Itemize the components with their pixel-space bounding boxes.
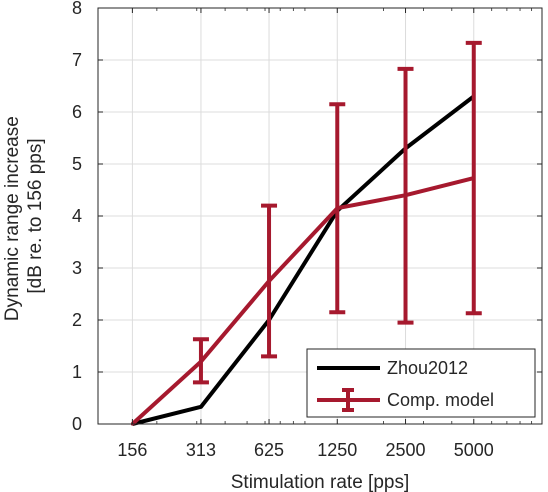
- y-tick-label: 4: [72, 206, 82, 226]
- x-tick-label: 625: [254, 440, 284, 460]
- y-tick-label: 8: [72, 0, 82, 18]
- y-tick-label: 7: [72, 50, 82, 70]
- x-axis-label: Stimulation rate [pps]: [231, 472, 409, 492]
- x-tick-label: 5000: [454, 440, 494, 460]
- series-line: [131, 176, 475, 426]
- series-layer: [130, 40, 482, 426]
- y-tick-label: 5: [72, 154, 82, 174]
- legend-entries: Zhou2012 Comp. model: [317, 358, 494, 412]
- series-comp-model: [130, 40, 482, 426]
- y-tick-label: 6: [72, 102, 82, 122]
- legend-label: Comp. model: [387, 390, 494, 410]
- legend-label: Zhou2012: [387, 358, 468, 378]
- y-tick-label: 0: [72, 414, 82, 434]
- data-point: [472, 176, 476, 180]
- legend: Zhou2012 Comp. model: [306, 348, 536, 418]
- x-tick-label: 313: [186, 440, 216, 460]
- y-tick-label: 3: [72, 258, 82, 278]
- data-point: [335, 206, 339, 210]
- legend-entry: Comp. model: [317, 388, 494, 412]
- series-line: [131, 94, 475, 426]
- legend-entry: Zhou2012: [317, 358, 468, 378]
- data-point: [199, 360, 203, 364]
- y-axis-label-line-1: Dynamic range increase: [2, 116, 23, 321]
- legend-box: [306, 348, 536, 418]
- y-tick-label: 2: [72, 310, 82, 330]
- data-point: [199, 405, 203, 409]
- y-tick-label: 1: [72, 362, 82, 382]
- y-axis-label: Dynamic range increase [dB re. to 156 pp…: [2, 111, 46, 321]
- y-axis-label-line-2: [dB re. to 156 pps]: [25, 138, 46, 293]
- x-tick-label: 1250: [317, 440, 357, 460]
- x-tick-label: 2500: [385, 440, 425, 460]
- x-tick-label: 156: [117, 440, 147, 460]
- data-point: [404, 193, 408, 197]
- data-point: [267, 279, 271, 283]
- tick-layer: 0 1 2 3 4 5 6 7 8 156 313 625 1250 2500 5000: [72, 0, 542, 460]
